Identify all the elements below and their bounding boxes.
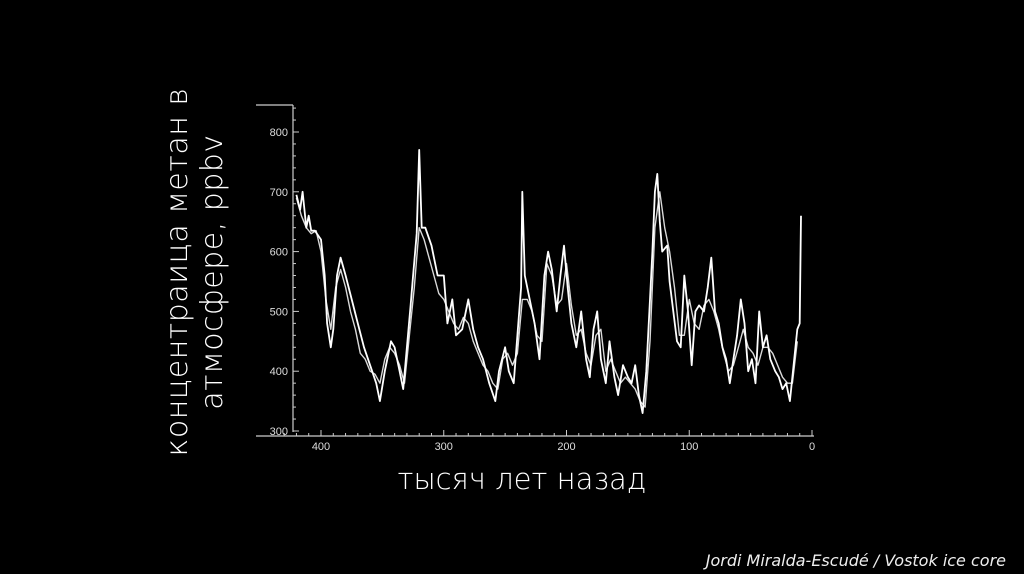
y-axis-label-line-1: концентраица метан в <box>160 87 195 457</box>
y-tick-label: 800 <box>270 127 288 139</box>
y-axis-label: концентраица метан в атмосфере, ppbv <box>160 88 230 457</box>
y-tick-label: 300 <box>270 426 288 438</box>
x-axis-label: тысяч лет назад <box>397 462 647 496</box>
x-tick-label: 200 <box>557 441 575 453</box>
x-tick-label: 300 <box>435 441 453 453</box>
y-tick-label: 700 <box>270 187 288 199</box>
methane-series-1 <box>295 149 802 414</box>
y-tick-label: 500 <box>270 306 288 318</box>
x-tick-label: 100 <box>680 441 698 453</box>
image-credit: Jordi Miralda-Escudé / Vostok ice core <box>705 551 1006 570</box>
methane-series-2 <box>295 191 798 408</box>
y-tick-label: 600 <box>270 247 288 259</box>
y-tick-label: 400 <box>270 366 288 378</box>
x-tick-label: 400 <box>312 441 330 453</box>
y-axis-label-line-2: атмосфере, ppbv <box>195 134 230 410</box>
x-tick-label: 0 <box>809 441 815 453</box>
